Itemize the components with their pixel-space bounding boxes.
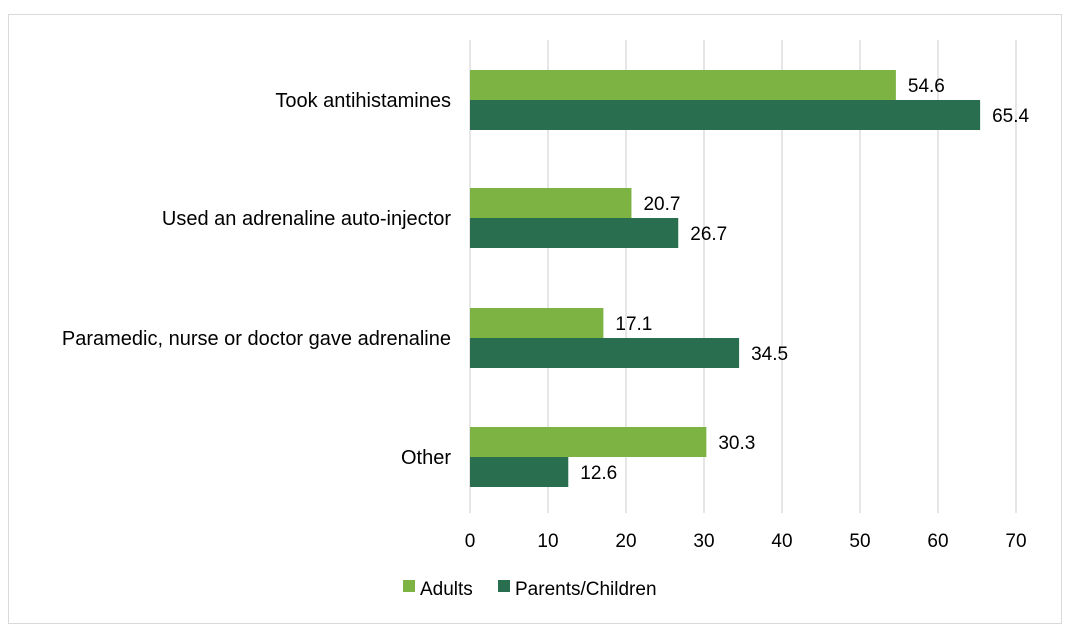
x-tick-label-30: 30 — [693, 531, 714, 552]
data-label: 30.3 — [718, 433, 755, 454]
legend-swatch-1 — [498, 580, 510, 592]
x-axis-ticks: 0 10 20 30 40 50 60 70 — [465, 531, 1027, 552]
data-label: 34.5 — [751, 344, 788, 365]
data-label: 17.1 — [615, 314, 652, 335]
category-label: Took antihistamines — [275, 90, 451, 112]
data-label: 20.7 — [643, 194, 680, 215]
data-labels: 54.6 20.7 17.1 30.3 65.4 26.7 34.5 12.6 — [580, 76, 1029, 484]
legend-swatch-0 — [403, 580, 415, 592]
x-tick-label-10: 10 — [537, 531, 558, 552]
legend-label-0: Adults — [420, 579, 473, 600]
bars — [470, 70, 981, 487]
category-labels: Took antihistamines Used an adrenaline au… — [62, 90, 451, 469]
data-label: 65.4 — [992, 106, 1029, 127]
category-label: Used an adrenaline auto-injector — [162, 208, 451, 230]
x-tick-label-70: 70 — [1005, 531, 1026, 552]
x-tick-label-60: 60 — [927, 531, 948, 552]
legend: Adults Parents/Children — [403, 579, 657, 600]
data-label: 12.6 — [580, 463, 617, 484]
category-label: Paramedic, nurse or doctor gave adrenali… — [62, 328, 451, 350]
bar-parents-children-0 — [470, 100, 981, 130]
bar-parents-children-1 — [470, 218, 679, 248]
x-tick-label-20: 20 — [615, 531, 636, 552]
bar-parents-children-3 — [470, 457, 569, 487]
bar-adults-1 — [470, 188, 632, 218]
x-tick-label-0: 0 — [465, 531, 476, 552]
legend-label-1: Parents/Children — [515, 579, 657, 600]
bar-adults-0 — [470, 70, 896, 100]
category-label: Other — [401, 447, 451, 469]
bar-adults-3 — [470, 427, 707, 457]
bar-adults-2 — [470, 308, 604, 338]
bar-parents-children-2 — [470, 338, 740, 368]
x-tick-label-40: 40 — [771, 531, 792, 552]
data-label: 54.6 — [908, 76, 945, 97]
data-label: 26.7 — [690, 224, 727, 245]
x-tick-label-50: 50 — [849, 531, 870, 552]
